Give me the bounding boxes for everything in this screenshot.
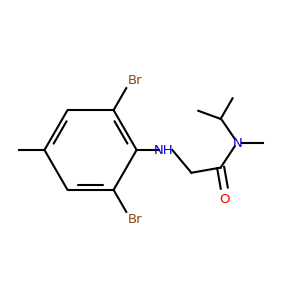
Text: N: N xyxy=(233,137,243,150)
Text: Br: Br xyxy=(128,213,142,226)
Text: O: O xyxy=(219,194,230,206)
Text: Br: Br xyxy=(128,74,142,87)
Text: NH: NH xyxy=(154,143,173,157)
